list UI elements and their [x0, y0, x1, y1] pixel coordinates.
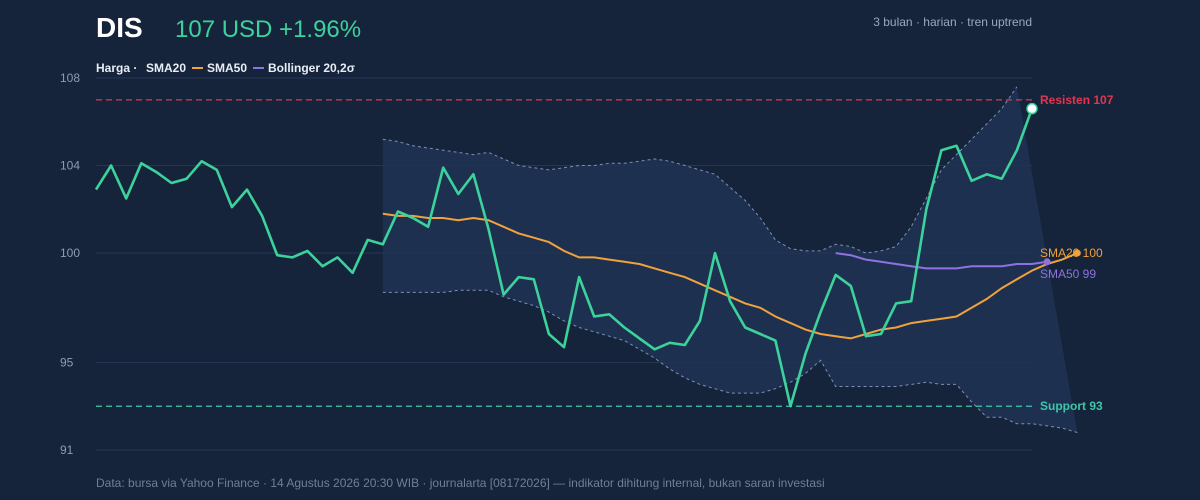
y-tick-label: 95	[60, 355, 74, 369]
sma50-line	[835, 252, 1048, 270]
y-tick-label: 100	[60, 246, 80, 260]
y-tick-label: 91	[60, 443, 74, 457]
reference-lines	[96, 99, 1032, 407]
footer-note: Data: bursa via Yahoo Finance · 14 Agust…	[96, 476, 825, 490]
sma50-end-marker	[1043, 258, 1051, 266]
price-line	[94, 108, 1034, 408]
sma20-line	[382, 212, 1078, 340]
y-tick-label: 104	[60, 159, 80, 173]
series-lines	[94, 108, 1078, 408]
legend-price: Harga ·	[96, 61, 137, 75]
legend: Harga · SMA20 SMA50 Bollinger 20,2σ	[96, 61, 355, 75]
sma20-end-marker	[1073, 249, 1081, 257]
support-label: Support 93	[1040, 399, 1103, 413]
bollinger-fill	[382, 86, 1078, 433]
price-end-marker	[1026, 102, 1038, 115]
chart-meta: 3 bulan · harian · tren uptrend	[873, 15, 1032, 29]
price-change: 107 USD +1.96%	[175, 16, 362, 43]
resistance-label: Resisten 107	[1040, 93, 1114, 107]
legend-sma50: SMA50	[207, 61, 247, 75]
legend-bollinger: Bollinger 20,2σ	[268, 61, 355, 75]
legend-sma20: SMA20	[146, 61, 186, 75]
bollinger-lower-line	[382, 289, 1078, 433]
sma20-end-label: SMA20 100	[1040, 246, 1103, 260]
ticker-symbol: DIS	[96, 12, 143, 43]
labels: Resisten 107 Support 93 SMA20 100 SMA50 99	[1026, 93, 1114, 413]
y-tick-label: 108	[60, 71, 80, 85]
bollinger-band	[382, 86, 1078, 433]
sma50-end-label: SMA50 99	[1040, 267, 1096, 281]
